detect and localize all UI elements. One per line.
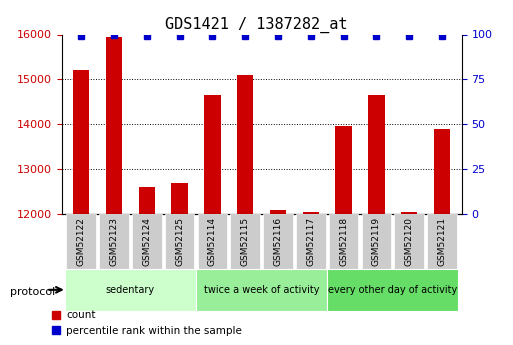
Text: GSM52123: GSM52123 (110, 217, 119, 266)
Text: GSM52116: GSM52116 (273, 217, 283, 266)
Text: protocol: protocol (10, 287, 55, 296)
Bar (368, 95, 385, 345)
Text: GSM52115: GSM52115 (241, 217, 250, 266)
Text: GSM52118: GSM52118 (339, 217, 348, 266)
Text: GSM52117: GSM52117 (306, 217, 315, 266)
FancyBboxPatch shape (263, 214, 293, 269)
Bar (336, 126, 352, 345)
Text: every other day of activity: every other day of activity (328, 285, 458, 295)
Bar (73, 70, 89, 345)
Bar (270, 210, 286, 345)
FancyBboxPatch shape (427, 214, 457, 269)
Text: GSM52119: GSM52119 (372, 217, 381, 266)
Bar (401, 212, 418, 345)
Bar (139, 187, 155, 345)
Bar (171, 183, 188, 345)
Text: twice a week of activity: twice a week of activity (204, 285, 320, 295)
FancyBboxPatch shape (394, 214, 424, 269)
FancyBboxPatch shape (230, 214, 260, 269)
FancyBboxPatch shape (132, 214, 162, 269)
FancyBboxPatch shape (327, 269, 459, 310)
FancyBboxPatch shape (67, 214, 96, 269)
FancyBboxPatch shape (198, 214, 227, 269)
Text: sedentary: sedentary (106, 285, 155, 295)
Bar (303, 212, 319, 345)
Bar (204, 95, 221, 345)
Text: GSM52120: GSM52120 (405, 217, 413, 266)
FancyBboxPatch shape (296, 214, 326, 269)
FancyBboxPatch shape (65, 269, 196, 310)
Bar (434, 129, 450, 345)
Text: GSM52124: GSM52124 (142, 217, 151, 266)
Text: GDS1421 / 1387282_at: GDS1421 / 1387282_at (165, 17, 348, 33)
Text: GSM52125: GSM52125 (175, 217, 184, 266)
Text: GSM52114: GSM52114 (208, 217, 217, 266)
Bar (237, 75, 253, 345)
FancyBboxPatch shape (165, 214, 194, 269)
FancyBboxPatch shape (362, 214, 391, 269)
Bar (106, 37, 122, 345)
FancyBboxPatch shape (196, 269, 327, 310)
FancyBboxPatch shape (100, 214, 129, 269)
Text: GSM52122: GSM52122 (77, 217, 86, 266)
FancyBboxPatch shape (329, 214, 359, 269)
Legend: count, percentile rank within the sample: count, percentile rank within the sample (46, 306, 246, 340)
Text: GSM52121: GSM52121 (438, 217, 446, 266)
